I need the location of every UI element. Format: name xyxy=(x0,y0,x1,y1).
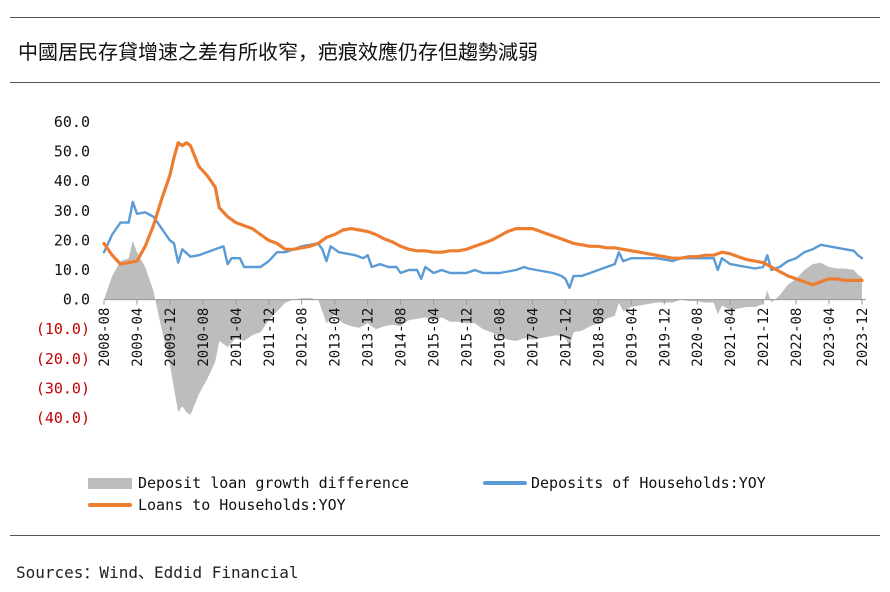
page-title: 中國居民存貸增速之差有所收窄，疤痕效應仍存但趨勢減弱 xyxy=(18,40,538,64)
y-tick-label: 0.0 xyxy=(63,291,90,309)
legend-label-deposits: Deposits of Households:YOY xyxy=(531,474,766,492)
axes-group: 60.0 50.0 40.0 30.0 20.0 10.0 0.0 (10.0) (20.0) (… xyxy=(36,113,871,427)
legend-swatch-difference xyxy=(88,478,132,489)
x-tick-label: 2023-04 xyxy=(822,308,838,367)
x-tick-label: 2011-04 xyxy=(229,308,245,367)
x-tick-label: 2019-04 xyxy=(624,308,640,367)
y-tick-label: (10.0) xyxy=(36,320,90,338)
x-tick-label: 2018-08 xyxy=(591,308,607,367)
x-tick-label: 2020-08 xyxy=(690,308,706,367)
y-tick-label: 20.0 xyxy=(54,231,90,249)
x-tick-label: 2017-04 xyxy=(525,308,541,367)
legend-label-loans: Loans to Households:YOY xyxy=(138,496,346,514)
x-tick-label: 2021-12 xyxy=(756,308,772,367)
area-series-group xyxy=(104,240,862,415)
y-tick-label: 50.0 xyxy=(54,143,90,161)
difference-area xyxy=(104,240,862,415)
x-tick-label: 2011-12 xyxy=(262,308,278,367)
x-tick-label: 2009-12 xyxy=(163,308,179,367)
x-tick-label: 2009-04 xyxy=(130,308,146,367)
y-tick-label: (30.0) xyxy=(36,379,90,397)
legend-label-difference: Deposit loan growth difference xyxy=(138,474,409,492)
title-rule xyxy=(10,82,880,83)
deposits-line xyxy=(102,200,864,289)
x-tick-label: 2023-12 xyxy=(855,308,871,367)
x-tick-label: 2019-12 xyxy=(657,308,673,367)
source-note: Sources：Wind、Eddid Financial xyxy=(16,563,299,582)
x-tick-label: 2015-12 xyxy=(460,308,476,367)
chart: 60.0 50.0 40.0 30.0 20.0 10.0 0.0 (10.0) (20.0) (… xyxy=(36,113,871,427)
x-tick-label: 2013-12 xyxy=(361,308,377,367)
y-tick-label: 40.0 xyxy=(54,172,90,190)
x-tick-label: 2012-08 xyxy=(295,308,311,367)
x-tick-label: 2016-08 xyxy=(493,308,509,367)
x-tick-label: 2008-08 xyxy=(97,308,113,367)
y-tick-label: (20.0) xyxy=(36,350,90,368)
y-tick-label: (40.0) xyxy=(36,409,90,427)
top-rule xyxy=(10,17,880,18)
x-tick-label: 2014-08 xyxy=(394,308,410,367)
x-tick-label: 2015-04 xyxy=(427,308,443,367)
y-tick-label: 10.0 xyxy=(54,261,90,279)
line-series-group xyxy=(102,141,864,289)
y-tick-label: 60.0 xyxy=(54,113,90,131)
x-tick-label: 2010-08 xyxy=(196,308,212,367)
loans-line xyxy=(102,141,864,287)
legend-swatch-deposits xyxy=(483,481,527,485)
x-tick-label: 2013-04 xyxy=(328,308,344,367)
legend-swatch-loans xyxy=(88,503,132,507)
x-tick-label: 2017-12 xyxy=(558,308,574,367)
x-tick-label: 2022-08 xyxy=(789,308,805,367)
footer-rule xyxy=(10,535,880,536)
x-tick-label: 2021-04 xyxy=(723,308,739,367)
y-tick-label: 30.0 xyxy=(54,202,90,220)
